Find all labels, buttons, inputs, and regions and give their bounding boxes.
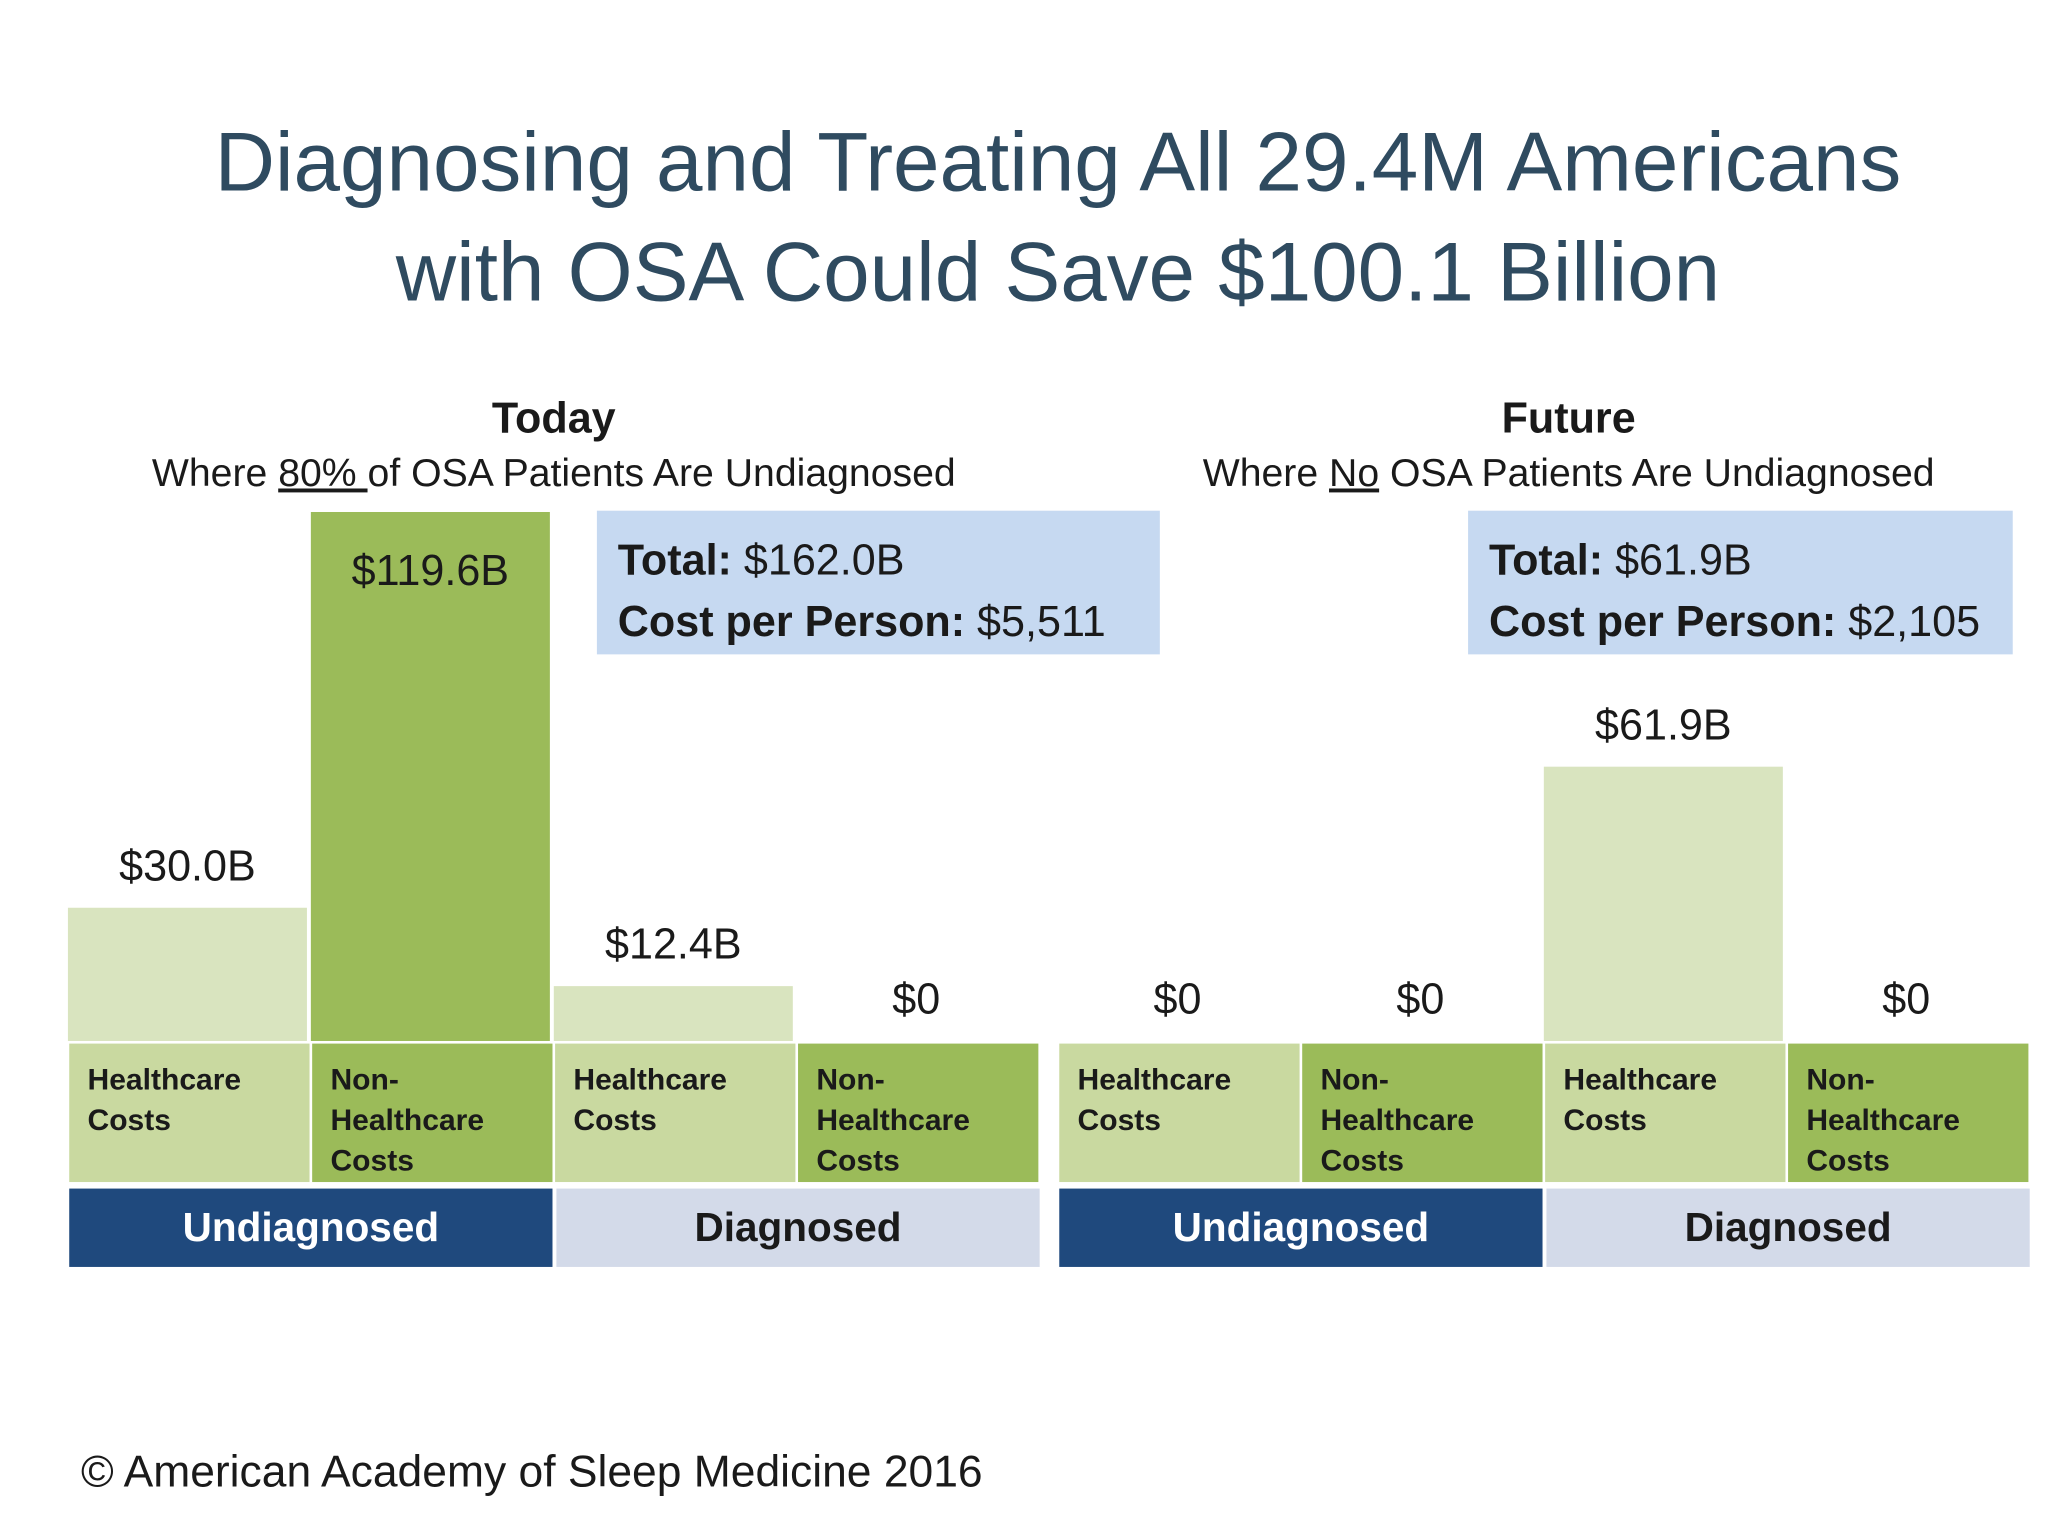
category-label: Non-Healthcare Costs — [312, 1043, 553, 1183]
subtitle-part: 80% — [278, 451, 368, 496]
value-label: $119.6B — [351, 545, 510, 594]
bar — [67, 908, 307, 1041]
category-label: Non-Healthcare Costs — [798, 1043, 1039, 1183]
group-label: Undiagnosed — [69, 1188, 553, 1267]
footer: © American Academy of Sleep Medicine 201… — [80, 1447, 983, 1497]
slide-title: with OSA Could Save $100.1 Billion — [395, 224, 1721, 319]
annotation-label: Cost per Person: — [1488, 596, 1837, 646]
category-label: Healthcare Costs — [69, 1043, 310, 1183]
annotation-label: Cost per Person: — [617, 596, 966, 646]
value-label: $12.4B — [604, 919, 742, 968]
value-label: $61.9B — [1595, 700, 1732, 749]
value-label: $0 — [1153, 974, 1202, 1023]
annotation: Cost per Person: $2,105 — [1489, 590, 1992, 651]
total-box: Total: $61.9B Cost per Person: $2,105 — [1468, 510, 2013, 655]
subtitle-part: No — [1329, 451, 1380, 496]
value-label: $0 — [1882, 974, 1931, 1023]
chart-subtitle: Where No OSA Patients Are Undiagnosed — [1072, 451, 2048, 496]
annotation: Cost per Person: $5,511 — [618, 590, 1139, 651]
chart-title: Today — [491, 393, 616, 442]
annotation-value: $2,105 — [1848, 596, 1981, 646]
annotation-label: Total: — [1488, 535, 1604, 584]
bar — [310, 511, 550, 1041]
group-label: Diagnosed — [556, 1188, 1040, 1267]
subtitle-part: Where — [1202, 451, 1330, 496]
group-label: Diagnosed — [1546, 1188, 2030, 1267]
chart-title: Future — [1501, 393, 1636, 442]
annotation-value: $5,511 — [977, 596, 1106, 646]
annotation-label: Total: — [617, 535, 732, 584]
category-label: Non-Healthcare Costs — [1788, 1043, 2029, 1183]
value-label: $0 — [892, 974, 941, 1023]
subtitle-part: OSA Patients Are Undiagnosed — [1379, 451, 1935, 496]
chart-subtitle: Where 80% of OSA Patients Are Undiagnose… — [57, 451, 1050, 496]
value-label: $0 — [1396, 974, 1445, 1023]
annotation-value: $162.0B — [743, 535, 905, 584]
bar — [553, 986, 793, 1041]
category-label: Healthcare Costs — [1059, 1043, 1300, 1183]
subtitle-part: Where — [151, 451, 279, 496]
annotation: Total: $61.9B — [1489, 529, 1992, 590]
annotation-value: $61.9B — [1615, 535, 1752, 584]
category-label: Non-Healthcare Costs — [1302, 1043, 1543, 1183]
category-label: Healthcare Costs — [555, 1043, 796, 1183]
value-label: $30.0B — [119, 841, 256, 890]
bar — [1543, 766, 1783, 1041]
group-label: Undiagnosed — [1059, 1188, 1543, 1267]
slide-title: Diagnosing and Treating All 29.4M Americ… — [214, 114, 1902, 209]
category-label: Healthcare Costs — [1545, 1043, 1786, 1183]
annotation: Total: $162.0B — [618, 529, 1139, 590]
total-box: Total: $162.0B Cost per Person: $5,511 — [596, 510, 1160, 655]
subtitle-part: of OSA Patients Are Undiagnosed — [367, 451, 956, 496]
